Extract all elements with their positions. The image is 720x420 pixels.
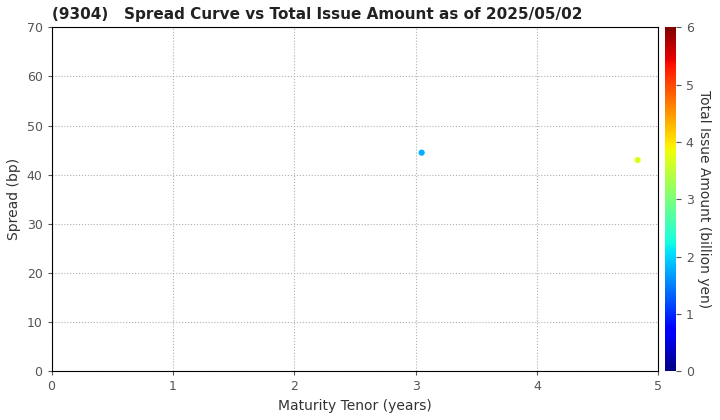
Y-axis label: Total Issue Amount (billion yen): Total Issue Amount (billion yen) <box>696 90 711 308</box>
Point <box>632 157 644 163</box>
Text: (9304)   Spread Curve vs Total Issue Amount as of 2025/05/02: (9304) Spread Curve vs Total Issue Amoun… <box>52 7 582 22</box>
X-axis label: Maturity Tenor (years): Maturity Tenor (years) <box>278 399 432 413</box>
Point <box>416 149 428 156</box>
Y-axis label: Spread (bp): Spread (bp) <box>7 158 21 240</box>
